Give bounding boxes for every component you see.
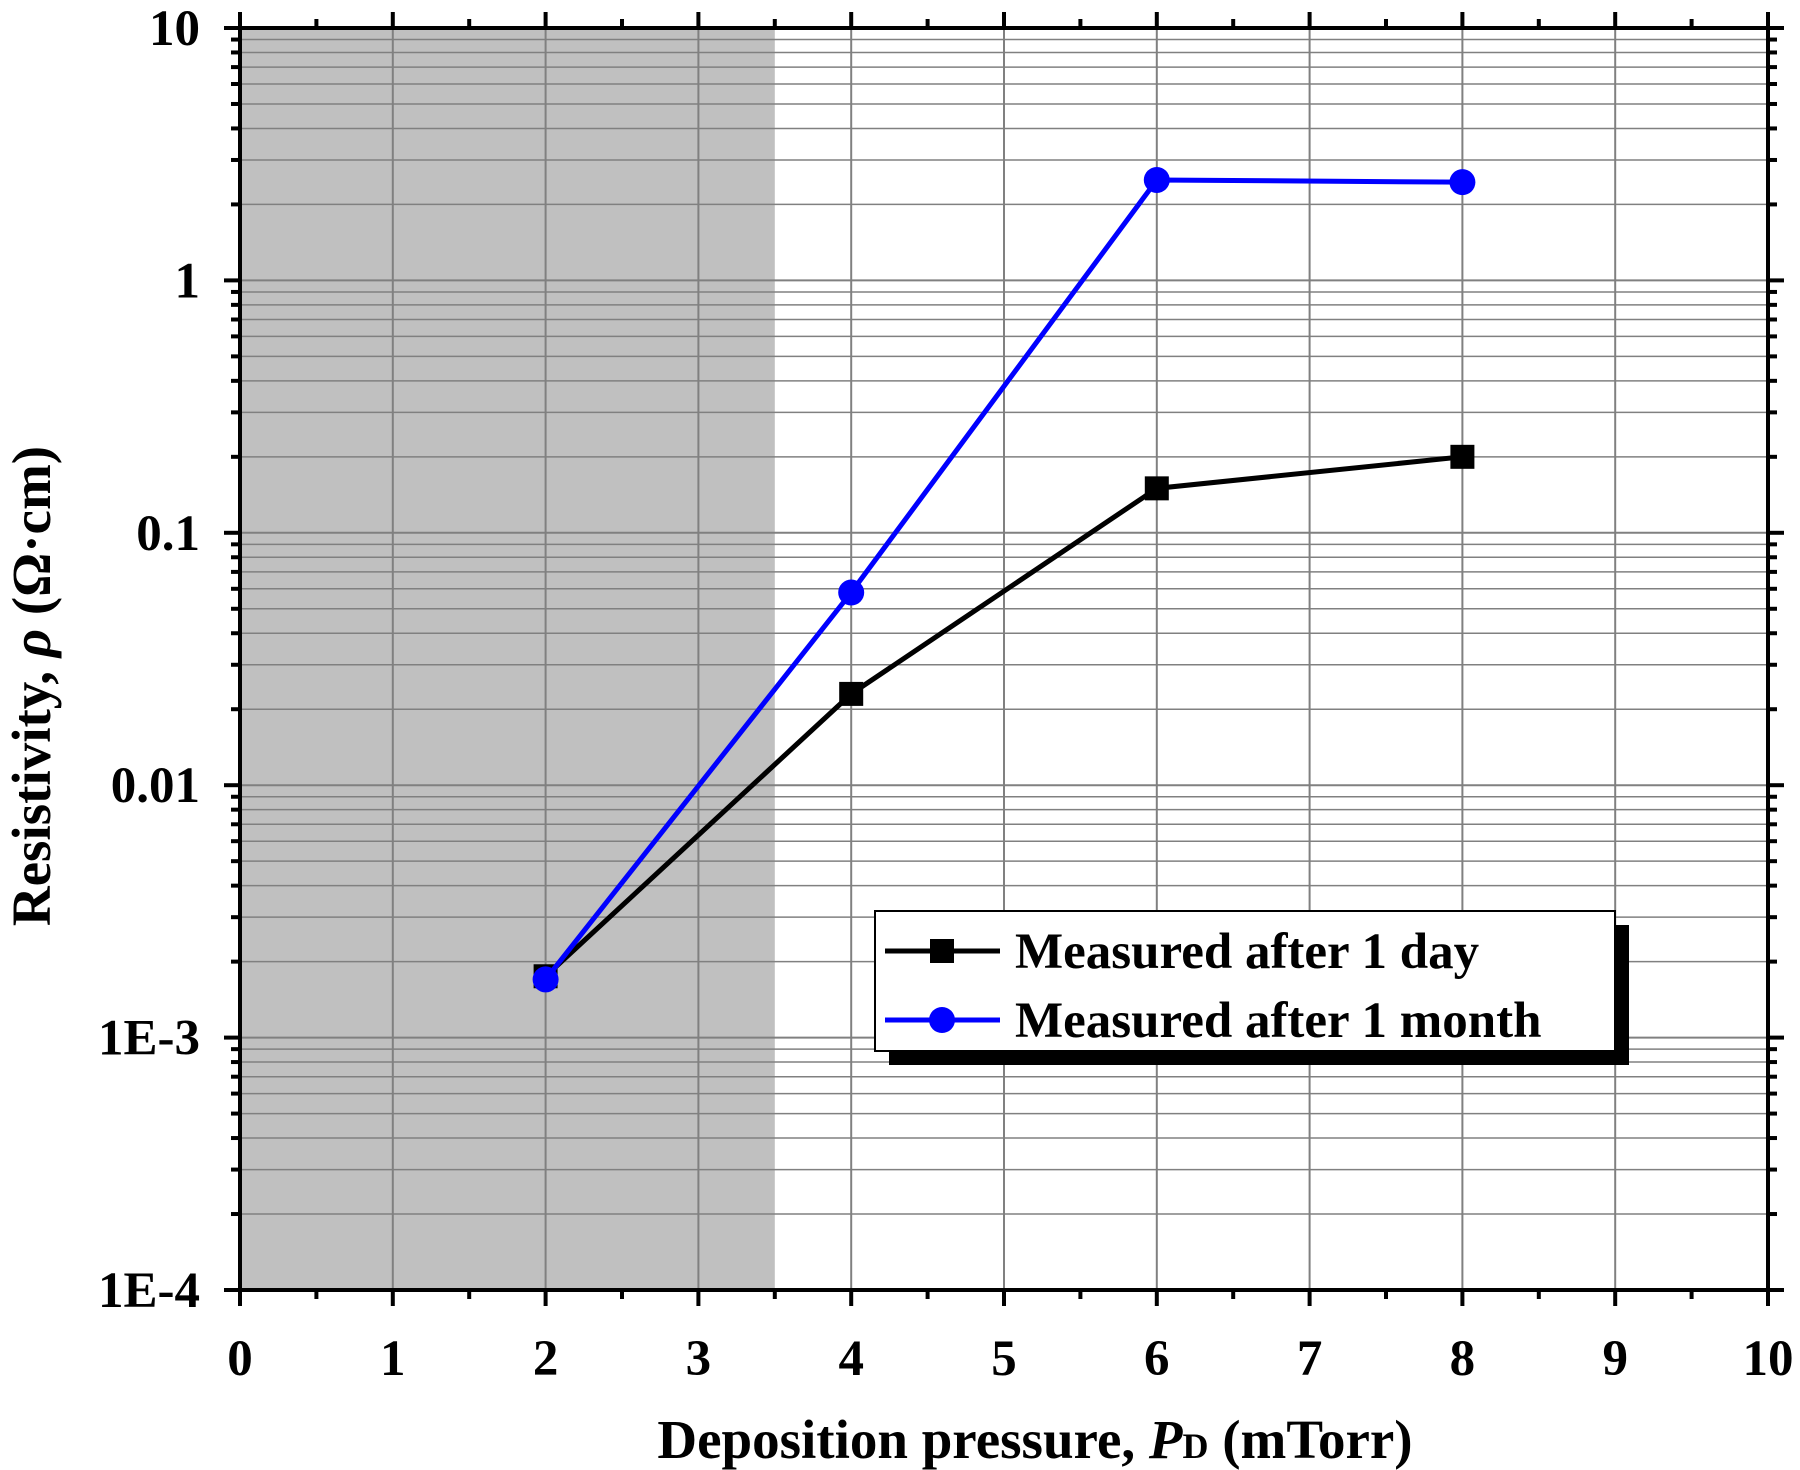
data-point-month: [532, 966, 559, 993]
x-tick-label: 6: [1144, 1331, 1170, 1387]
series-line-0: [543, 454, 1463, 979]
x-tick-label: 3: [686, 1331, 712, 1387]
y-axis-label-main: Resistivity,: [1, 657, 62, 926]
x-tick-label: 2: [533, 1331, 559, 1387]
y-axis-label: Resistivity, ρ (Ω·cm): [1, 446, 62, 926]
legend-box: [874, 910, 1616, 1052]
legend-label-day: Measured after 1 day: [1015, 924, 1479, 980]
x-tick-label: 0: [227, 1331, 253, 1387]
y-axis-label-unit: (Ω·cm): [1, 446, 62, 629]
data-point-day: [1144, 476, 1169, 501]
y-tick-label: 0.01: [111, 758, 200, 814]
y-axis-label-var: ρ: [1, 629, 62, 659]
x-tick-label: 1: [380, 1331, 406, 1387]
y-tick-label: 1: [175, 253, 201, 309]
x-axis-label-unit: (mTorr): [1208, 1409, 1412, 1470]
data-point-month: [1143, 166, 1170, 193]
data-point-day: [1450, 444, 1475, 469]
y-tick-label: 1E-3: [98, 1011, 200, 1067]
y-tick-label: 0.1: [136, 506, 200, 562]
shaded-region: [240, 28, 775, 1290]
legend-marker-month: [929, 1007, 955, 1033]
x-tick-label: 10: [1743, 1331, 1794, 1387]
x-tick-label: 9: [1602, 1331, 1628, 1387]
x-axis-label-var: P: [1148, 1409, 1183, 1470]
y-tick-label: 1E-4: [98, 1263, 200, 1319]
x-tick-label: 8: [1450, 1331, 1476, 1387]
x-axis-label-main: Deposition pressure,: [657, 1409, 1148, 1470]
series-line-1: [543, 177, 1463, 981]
data-point-month: [1449, 169, 1476, 196]
x-axis-label-sub: D: [1182, 1426, 1208, 1466]
x-tick-label: 7: [1297, 1331, 1323, 1387]
data-point-month: [838, 579, 865, 606]
x-tick-label: 4: [838, 1331, 864, 1387]
y-tick-label: 10: [149, 1, 200, 57]
x-tick-label: 5: [991, 1331, 1017, 1387]
x-axis-label: Deposition pressure, PD (mTorr): [657, 1409, 1412, 1470]
legend-marker-day: [930, 939, 954, 963]
legend-label-month: Measured after 1 month: [1015, 993, 1541, 1049]
data-point-day: [839, 681, 864, 706]
